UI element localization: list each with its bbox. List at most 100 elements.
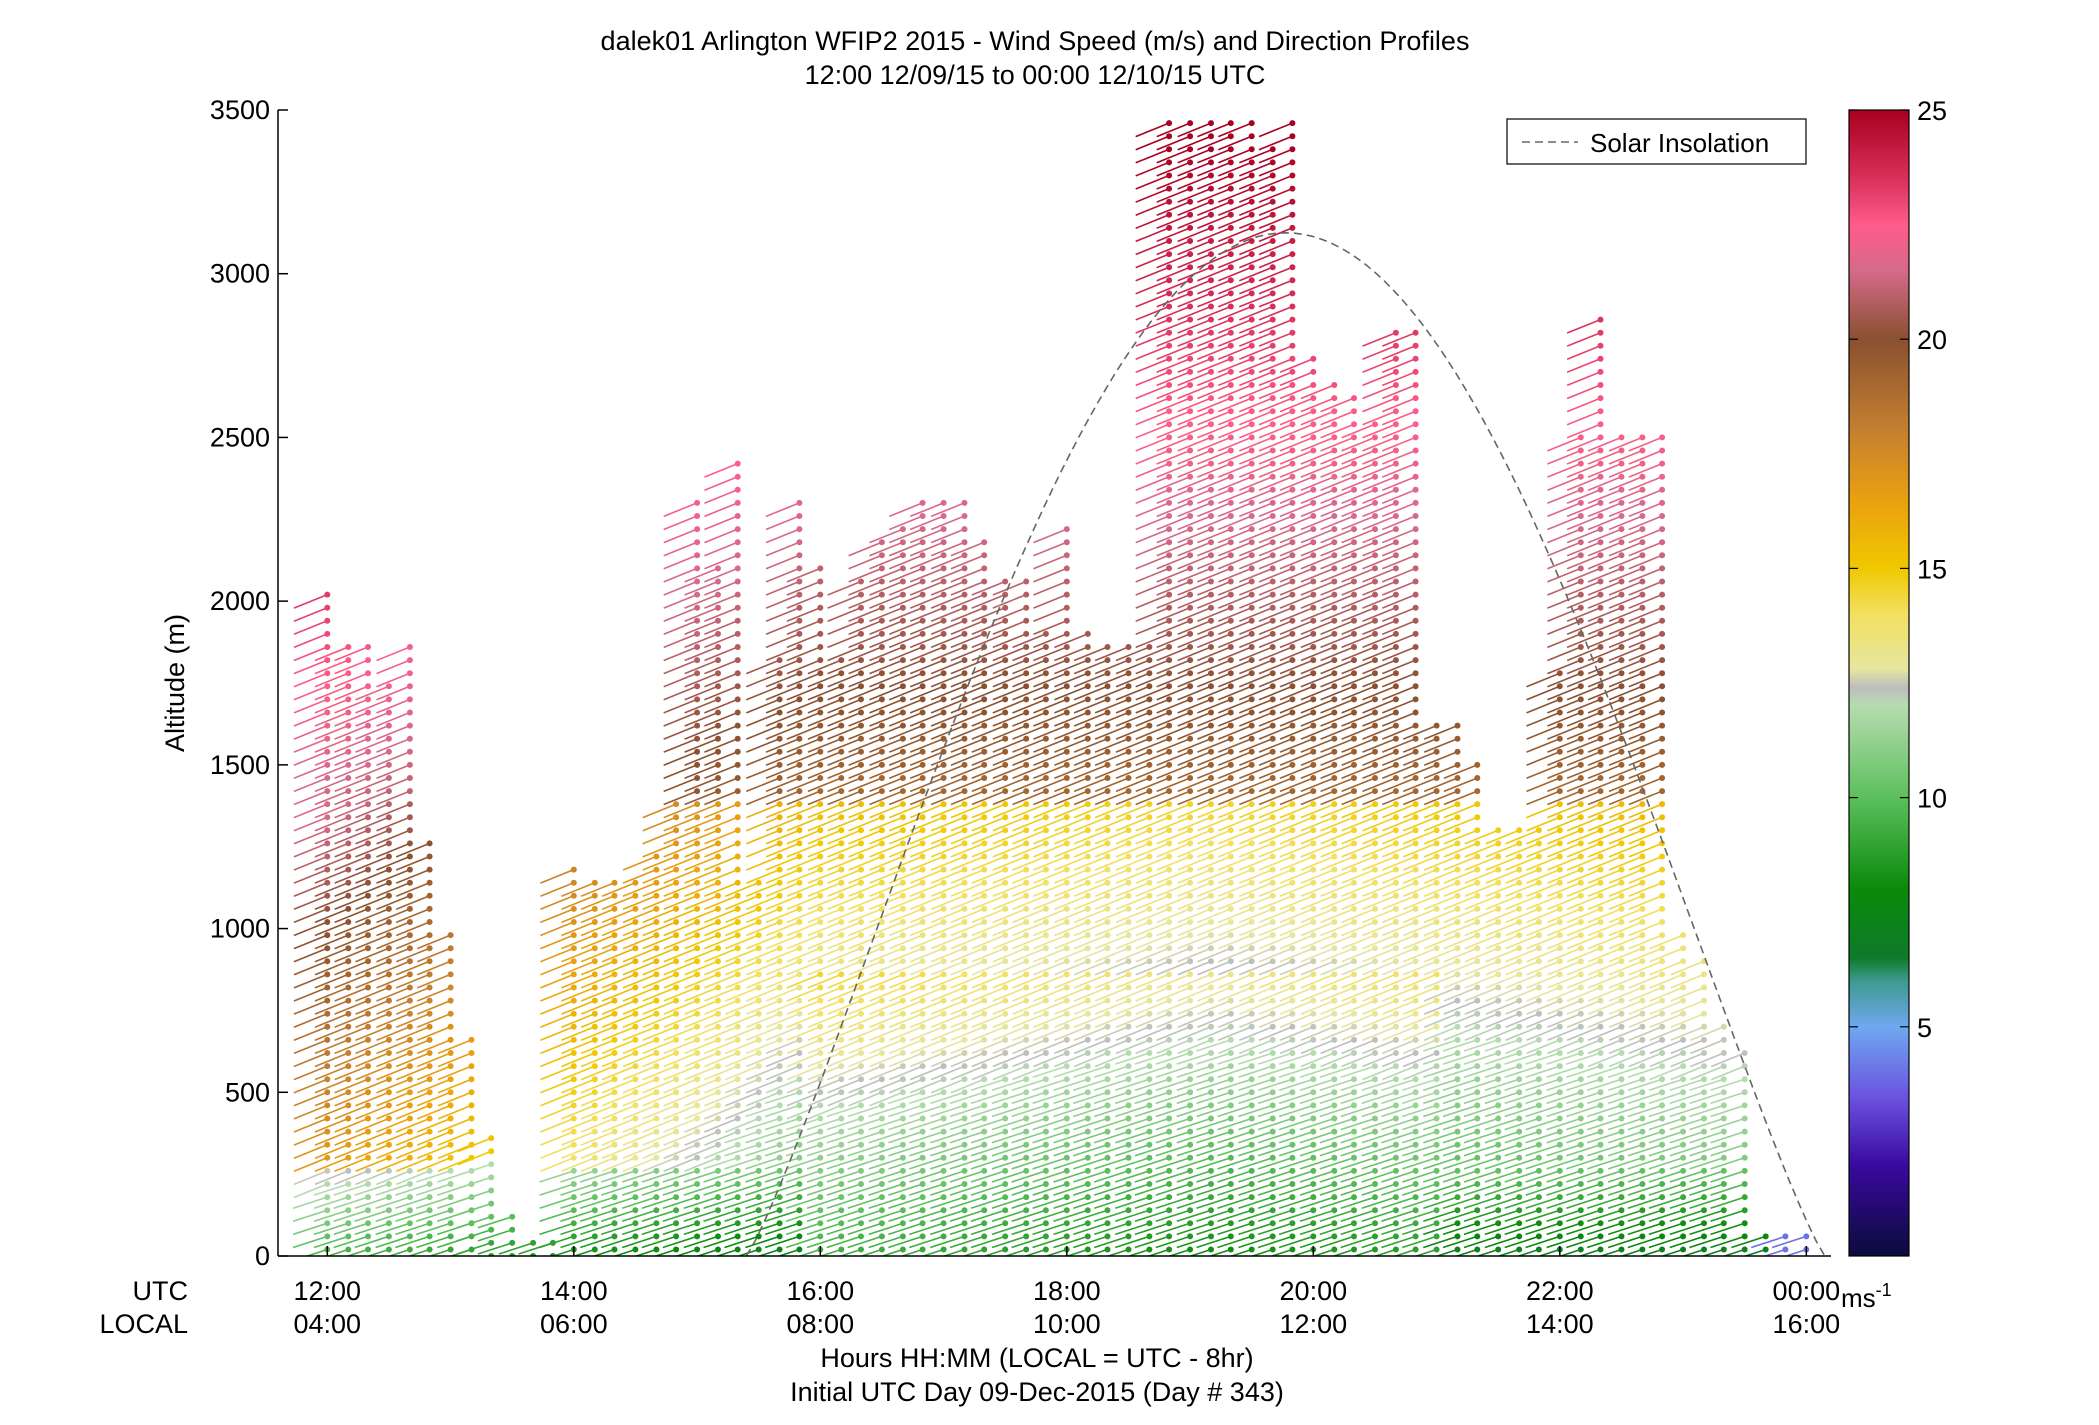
- wind-barb-point: [981, 709, 988, 716]
- wind-barb: [950, 1065, 985, 1081]
- wind-barb: [1300, 921, 1335, 937]
- wind-barb: [1033, 816, 1068, 832]
- wind-barb: [970, 1078, 1006, 1092]
- wind-barb: [1300, 580, 1335, 596]
- wind-barb-point: [1208, 408, 1214, 415]
- wind-barb-point: [961, 853, 968, 860]
- wind-barb-point: [1002, 722, 1009, 729]
- wind-barb: [1073, 868, 1108, 884]
- wind-barb: [684, 881, 719, 897]
- wind-barb-point: [406, 1128, 413, 1135]
- wind-barb-point: [570, 1089, 577, 1096]
- wind-barb: [1320, 868, 1355, 884]
- wind-barb-point: [940, 630, 947, 637]
- wind-barb: [355, 1143, 390, 1159]
- wind-barb: [807, 751, 842, 766]
- wind-barb-point: [406, 814, 413, 821]
- wind-barb: [703, 1209, 738, 1223]
- wind-barb-point: [858, 604, 864, 611]
- wind-barb-point: [940, 1207, 947, 1214]
- wind-barb-point: [1248, 892, 1255, 899]
- wind-barb: [827, 764, 862, 780]
- wind-barb-point: [1208, 382, 1214, 388]
- wind-barb-point: [1331, 866, 1338, 873]
- wind-barb: [888, 593, 923, 609]
- wind-barb-point: [1331, 1076, 1338, 1083]
- wind-barb-point: [1331, 722, 1338, 729]
- wind-barb-point: [632, 945, 639, 952]
- wind-barb-point: [1125, 775, 1132, 781]
- wind-barb-point: [1248, 172, 1255, 179]
- wind-barb: [909, 1039, 944, 1055]
- wind-barb-point: [1042, 1233, 1049, 1240]
- wind-barb: [848, 698, 883, 714]
- wind-barb: [1176, 1143, 1212, 1157]
- wind-barb: [1053, 1209, 1089, 1223]
- wind-barb: [1135, 777, 1170, 793]
- wind-barb-point: [426, 866, 433, 873]
- wind-barb: [764, 1235, 800, 1249]
- wind-barb: [395, 1222, 430, 1236]
- wind-barb-point: [1227, 395, 1234, 402]
- wind-barb: [1135, 895, 1170, 911]
- wind-barb: [765, 1012, 800, 1028]
- wind-barb-point: [734, 1010, 741, 1017]
- wind-barb-point: [1187, 1246, 1194, 1253]
- wind-barb-point: [776, 1246, 783, 1253]
- wind-barb-point: [1023, 788, 1030, 795]
- wind-barb: [540, 908, 575, 924]
- wind-barb-point: [1146, 1154, 1153, 1161]
- wind-barb-point: [1084, 1154, 1091, 1161]
- wind-barb-point: [1084, 1063, 1091, 1070]
- wind-barb: [786, 855, 821, 871]
- wind-barb-point: [1187, 748, 1194, 755]
- wind-barb-point: [1351, 814, 1357, 821]
- wind-barb: [1114, 1170, 1150, 1183]
- wind-barb: [355, 1012, 390, 1028]
- wind-barb-point: [1289, 630, 1296, 637]
- wind-barb: [663, 672, 698, 688]
- wind-barb: [663, 803, 698, 819]
- wind-barb-point: [1310, 565, 1317, 572]
- wind-barb: [869, 737, 904, 753]
- wind-barb-point: [406, 1010, 413, 1017]
- wind-barb: [1003, 1248, 1027, 1256]
- wind-barb-point: [1125, 958, 1132, 965]
- wind-barb: [314, 1170, 349, 1186]
- wind-barb-point: [817, 604, 824, 611]
- wind-barb-point: [1310, 958, 1317, 965]
- wind-barb-point: [1023, 748, 1030, 755]
- wind-barb-point: [324, 1010, 331, 1017]
- wind-barb-point: [1166, 1076, 1173, 1083]
- wind-barb: [888, 1196, 923, 1209]
- wind-barb-point: [694, 578, 701, 585]
- wind-barb: [642, 1157, 677, 1173]
- wind-barb: [1094, 934, 1129, 950]
- wind-barb-point: [1331, 657, 1338, 664]
- wind-barb-point: [1310, 788, 1317, 795]
- wind-barb: [704, 947, 739, 963]
- wind-barb: [1278, 1078, 1314, 1092]
- wind-barb-point: [1063, 578, 1070, 585]
- wind-barb: [395, 1091, 430, 1107]
- wind-barb-point: [878, 1076, 885, 1083]
- wind-barb-point: [1187, 945, 1194, 952]
- wind-barb-point: [1310, 1194, 1317, 1201]
- wind-barb-point: [1166, 264, 1173, 271]
- wind-barb-point: [345, 840, 352, 847]
- wind-barb: [888, 855, 923, 871]
- wind-barb: [580, 1078, 615, 1094]
- wind-barb: [1053, 1196, 1089, 1209]
- wind-barb: [1155, 1130, 1191, 1144]
- wind-barb: [580, 947, 615, 963]
- wind-barb-point: [611, 1036, 618, 1043]
- wind-barb: [663, 881, 698, 897]
- wind-barb: [971, 947, 1006, 963]
- wind-barb: [949, 1235, 985, 1249]
- wind-barb: [1218, 318, 1252, 334]
- wind-barb-point: [1248, 630, 1255, 637]
- wind-barb-point: [1208, 1010, 1214, 1017]
- wind-barb-point: [509, 1213, 516, 1220]
- wind-barb-point: [1351, 1233, 1357, 1240]
- wind-barb: [1197, 672, 1232, 688]
